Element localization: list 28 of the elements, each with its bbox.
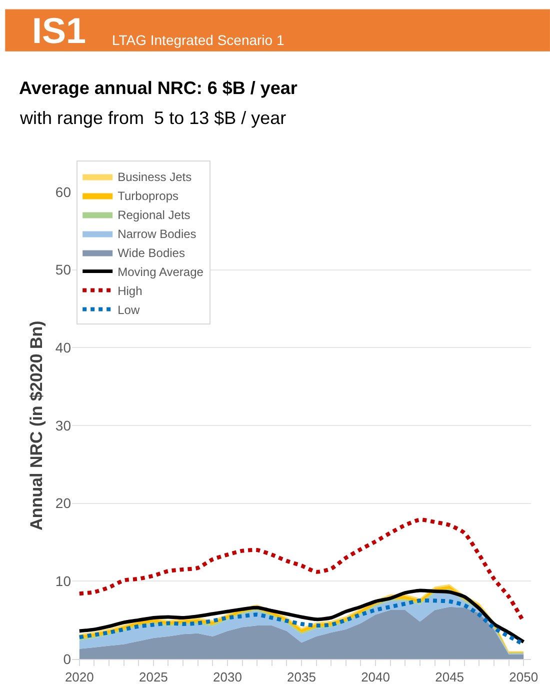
x-tick-label: 2045 <box>435 670 464 685</box>
legend-label: High <box>118 284 142 298</box>
y-tick-label: 30 <box>55 417 72 434</box>
chart-subtitle: with range from 5 to 13 $B / year <box>19 108 286 128</box>
y-tick-label: 50 <box>55 262 72 278</box>
legend-label: Business Jets <box>118 170 192 184</box>
y-tick-label: 60 <box>55 184 72 200</box>
x-tick-label: 2025 <box>138 670 168 685</box>
x-tick-label: 2040 <box>361 670 390 685</box>
line-series <box>78 588 526 644</box>
chart-title: Average annual NRC: 6 $B / year <box>19 78 298 98</box>
legend-label: Turboprops <box>118 188 179 203</box>
legend-label: Regional Jets <box>118 208 190 222</box>
y-tick-label: 0 <box>63 650 72 667</box>
legend-label: Moving Average <box>118 264 204 279</box>
y-tick-label: 20 <box>55 495 72 512</box>
legend-label: Wide Bodies <box>118 246 185 260</box>
x-tick-label: 2020 <box>64 670 94 685</box>
text: LTAG Integrated Scenario 1 <box>112 32 284 48</box>
legend-label: Narrow Bodies <box>118 226 196 241</box>
y-axis-title: Annual NRC (in $2020 Bn) <box>26 320 46 530</box>
y-tick-label: 40 <box>55 340 72 356</box>
x-tick-label: 2050 <box>509 670 538 685</box>
x-tick-label: 2035 <box>287 670 316 685</box>
legend-label: Low <box>118 302 140 317</box>
y-tick-label: 10 <box>55 573 72 590</box>
text: IS1 <box>32 10 86 51</box>
x-tick-label: 2030 <box>213 670 242 685</box>
